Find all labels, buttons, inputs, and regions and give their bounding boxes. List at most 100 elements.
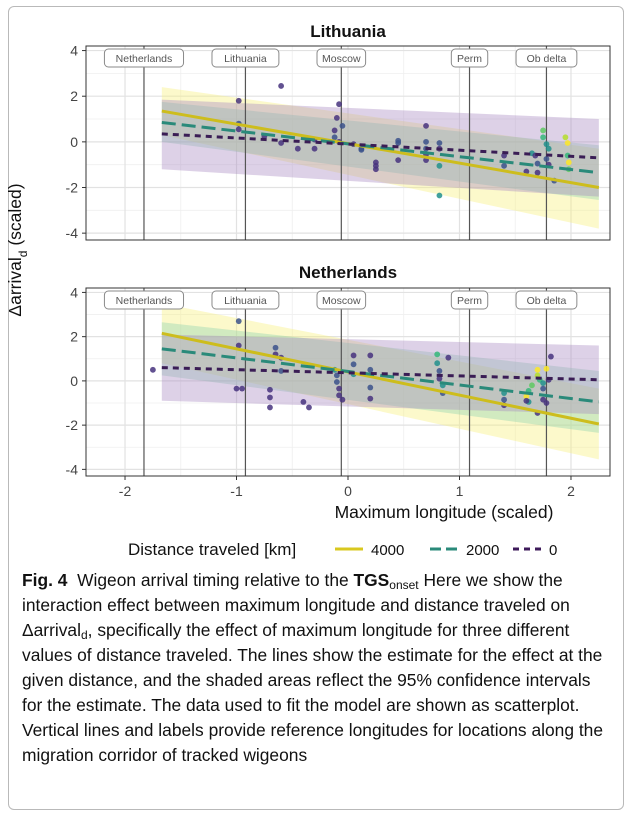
- data-point: [564, 140, 571, 146]
- data-point: [336, 392, 342, 399]
- figure-label: Fig. 4: [22, 570, 68, 590]
- data-point: [501, 162, 507, 169]
- caption-text-1: Wigeon arrival timing relative to the: [77, 570, 354, 590]
- legend-title: Distance traveled [km]: [128, 540, 296, 559]
- ci-band-0: [161, 334, 599, 415]
- reference-label: Lithuania: [224, 295, 267, 307]
- data-point: [233, 385, 240, 392]
- data-point: [358, 146, 365, 153]
- ci-band-4000: [161, 303, 599, 460]
- x-tick-label: 0: [344, 483, 352, 499]
- reference-label-box: [450, 48, 489, 68]
- data-point: [300, 399, 307, 405]
- data-point: [523, 168, 530, 175]
- reference-label: Perm: [457, 295, 482, 307]
- figure-frame: [8, 6, 624, 810]
- data-point: [294, 145, 301, 152]
- data-point: [436, 192, 443, 199]
- data-point: [350, 361, 357, 368]
- x-tick-label: -1: [230, 483, 243, 499]
- caption-text-2: Here we show the interaction effect betw…: [22, 570, 570, 640]
- y-tick-label: 4: [70, 43, 78, 59]
- data-point: [278, 83, 285, 89]
- fit-line-0: [161, 366, 599, 382]
- caption-tgs-sub: onset: [389, 578, 419, 592]
- reference-label-box: [103, 290, 185, 310]
- y-tick-label: 0: [70, 134, 78, 150]
- ci-band-4000: [161, 87, 599, 229]
- legend-label-0: 0: [549, 542, 557, 559]
- data-point: [367, 395, 374, 402]
- reference-label-box: [103, 48, 185, 68]
- data-point: [529, 382, 535, 389]
- legend: Distance traveled [km] 4000 2000 0: [128, 540, 557, 559]
- data-point: [239, 385, 245, 392]
- y-tick-label: -2: [66, 180, 79, 196]
- reference-label-box: [515, 48, 578, 68]
- data-point: [534, 169, 541, 176]
- data-point: [311, 145, 318, 152]
- y-tick-label: -4: [66, 461, 79, 477]
- panel-border: [85, 45, 611, 241]
- data-point: [540, 134, 547, 141]
- fit-line-0: [161, 132, 599, 160]
- y-tick-label: -4: [66, 225, 79, 241]
- reference-label: Netherlands: [116, 295, 173, 307]
- data-point: [543, 141, 550, 148]
- reference-label-box: [316, 48, 367, 68]
- reference-label-box: [316, 290, 367, 310]
- data-point: [543, 156, 550, 162]
- data-point: [267, 386, 273, 393]
- fit-line-4000: [161, 331, 600, 426]
- data-point: [235, 342, 242, 349]
- legend-label-4000: 4000: [371, 542, 404, 559]
- y-tick-label: 0: [70, 373, 78, 389]
- data-point: [267, 394, 273, 401]
- x-tick-label: 2: [567, 483, 575, 499]
- x-tick-label: 1: [456, 483, 464, 499]
- data-point: [331, 127, 338, 134]
- data-point: [540, 380, 547, 387]
- panel-title: Netherlands: [299, 263, 397, 282]
- data-point: [350, 352, 357, 359]
- data-point: [267, 404, 273, 411]
- reference-label: Lithuania: [224, 53, 267, 65]
- data-point: [395, 157, 402, 164]
- data-point: [445, 354, 452, 361]
- ci-band-2000: [161, 101, 599, 201]
- data-point: [367, 352, 374, 359]
- data-point: [534, 160, 541, 167]
- data-point: [372, 166, 379, 173]
- panel-lithuania: Netherlands Lithuania Moscow Perm Ob delta -4…: [66, 22, 611, 241]
- panel-title: Lithuania: [310, 22, 386, 41]
- y-tick-label: 4: [70, 284, 78, 300]
- data-point: [534, 366, 541, 373]
- data-point: [436, 162, 443, 169]
- data-point: [278, 140, 285, 146]
- data-point: [543, 365, 550, 372]
- data-point: [367, 384, 374, 391]
- data-point: [434, 351, 441, 358]
- caption-text-3: , specifically the effect of maximum lon…: [22, 620, 604, 765]
- data-point: [540, 127, 547, 134]
- x-tick-label: -2: [119, 483, 132, 499]
- reference-label: Moscow: [322, 295, 361, 307]
- reference-label: Ob delta: [527, 53, 567, 65]
- data-point: [331, 134, 338, 141]
- caption-tgs: TGS: [353, 570, 390, 590]
- fit-line-4000: [161, 109, 600, 189]
- data-point: [434, 360, 441, 367]
- caption-arrival-sub: d: [80, 628, 88, 642]
- data-point: [436, 140, 443, 146]
- reference-label: Ob delta: [527, 295, 567, 307]
- data-point: [423, 122, 429, 129]
- data-point: [562, 134, 569, 141]
- reference-label-box: [211, 48, 280, 68]
- legend-label-2000: 2000: [466, 542, 499, 559]
- chart-figure: Netherlands Lithuania Moscow Perm Ob delta -4…: [5, 22, 611, 559]
- x-axis-label: Maximum longitude (scaled): [335, 502, 554, 522]
- data-point: [235, 126, 242, 133]
- data-point: [540, 385, 547, 392]
- data-point: [501, 396, 507, 403]
- figure-caption: Fig. 4 Wigeon arrival timing relative to…: [22, 568, 612, 768]
